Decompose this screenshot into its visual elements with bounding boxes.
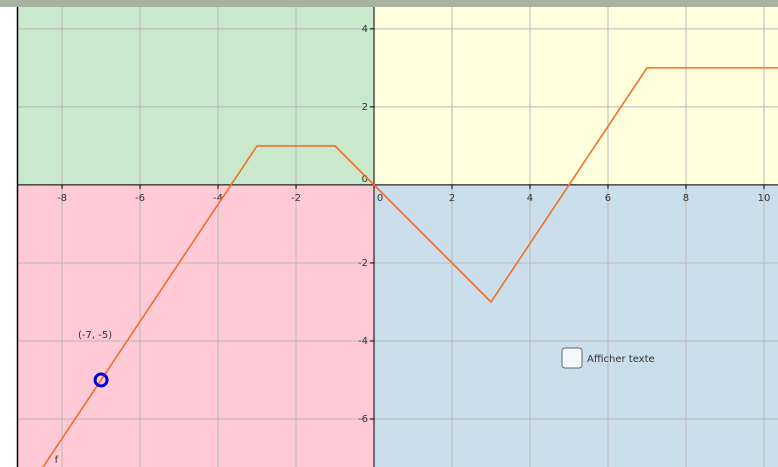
x-tick-label: 0 bbox=[377, 193, 383, 204]
title-strip bbox=[0, 0, 778, 7]
x-tick-label: -2 bbox=[291, 193, 301, 204]
y-tick-label: 4 bbox=[362, 24, 368, 35]
x-tick-label: 6 bbox=[605, 193, 611, 204]
x-tick-label: 4 bbox=[527, 193, 533, 204]
point-label: (-7, -5) bbox=[78, 330, 112, 341]
margin bbox=[0, 7, 18, 467]
function-graph bbox=[42, 67, 778, 467]
y-tick-label: 0 bbox=[362, 174, 368, 185]
x-tick-label: 8 bbox=[683, 193, 689, 204]
quadrant-2 bbox=[18, 7, 375, 185]
plot: -8 -6 -4 -2 0 2 4 6 8 10 -6 -4 -2 0 2 4 f (-7, -5) bbox=[18, 7, 778, 467]
quadrant-3 bbox=[18, 184, 375, 467]
x-tick-label: -6 bbox=[135, 193, 145, 204]
x-tick-label: 10 bbox=[758, 193, 771, 204]
x-tick-label: -8 bbox=[57, 193, 67, 204]
quadrant-1 bbox=[374, 7, 778, 185]
x-tick-label: 2 bbox=[449, 193, 455, 204]
y-tick-label: -2 bbox=[358, 258, 368, 269]
y-tick-label: -4 bbox=[358, 336, 368, 347]
function-label: f bbox=[55, 455, 59, 466]
quadrants bbox=[18, 7, 778, 467]
quadrant-4 bbox=[374, 184, 778, 467]
checkbox-label[interactable]: Afficher texte bbox=[587, 354, 655, 365]
checkbox[interactable] bbox=[561, 347, 583, 369]
x-tick-label: -4 bbox=[213, 193, 223, 204]
y-tick-label: -6 bbox=[358, 414, 368, 425]
y-tick-label: 2 bbox=[362, 102, 368, 113]
point[interactable] bbox=[93, 372, 109, 388]
